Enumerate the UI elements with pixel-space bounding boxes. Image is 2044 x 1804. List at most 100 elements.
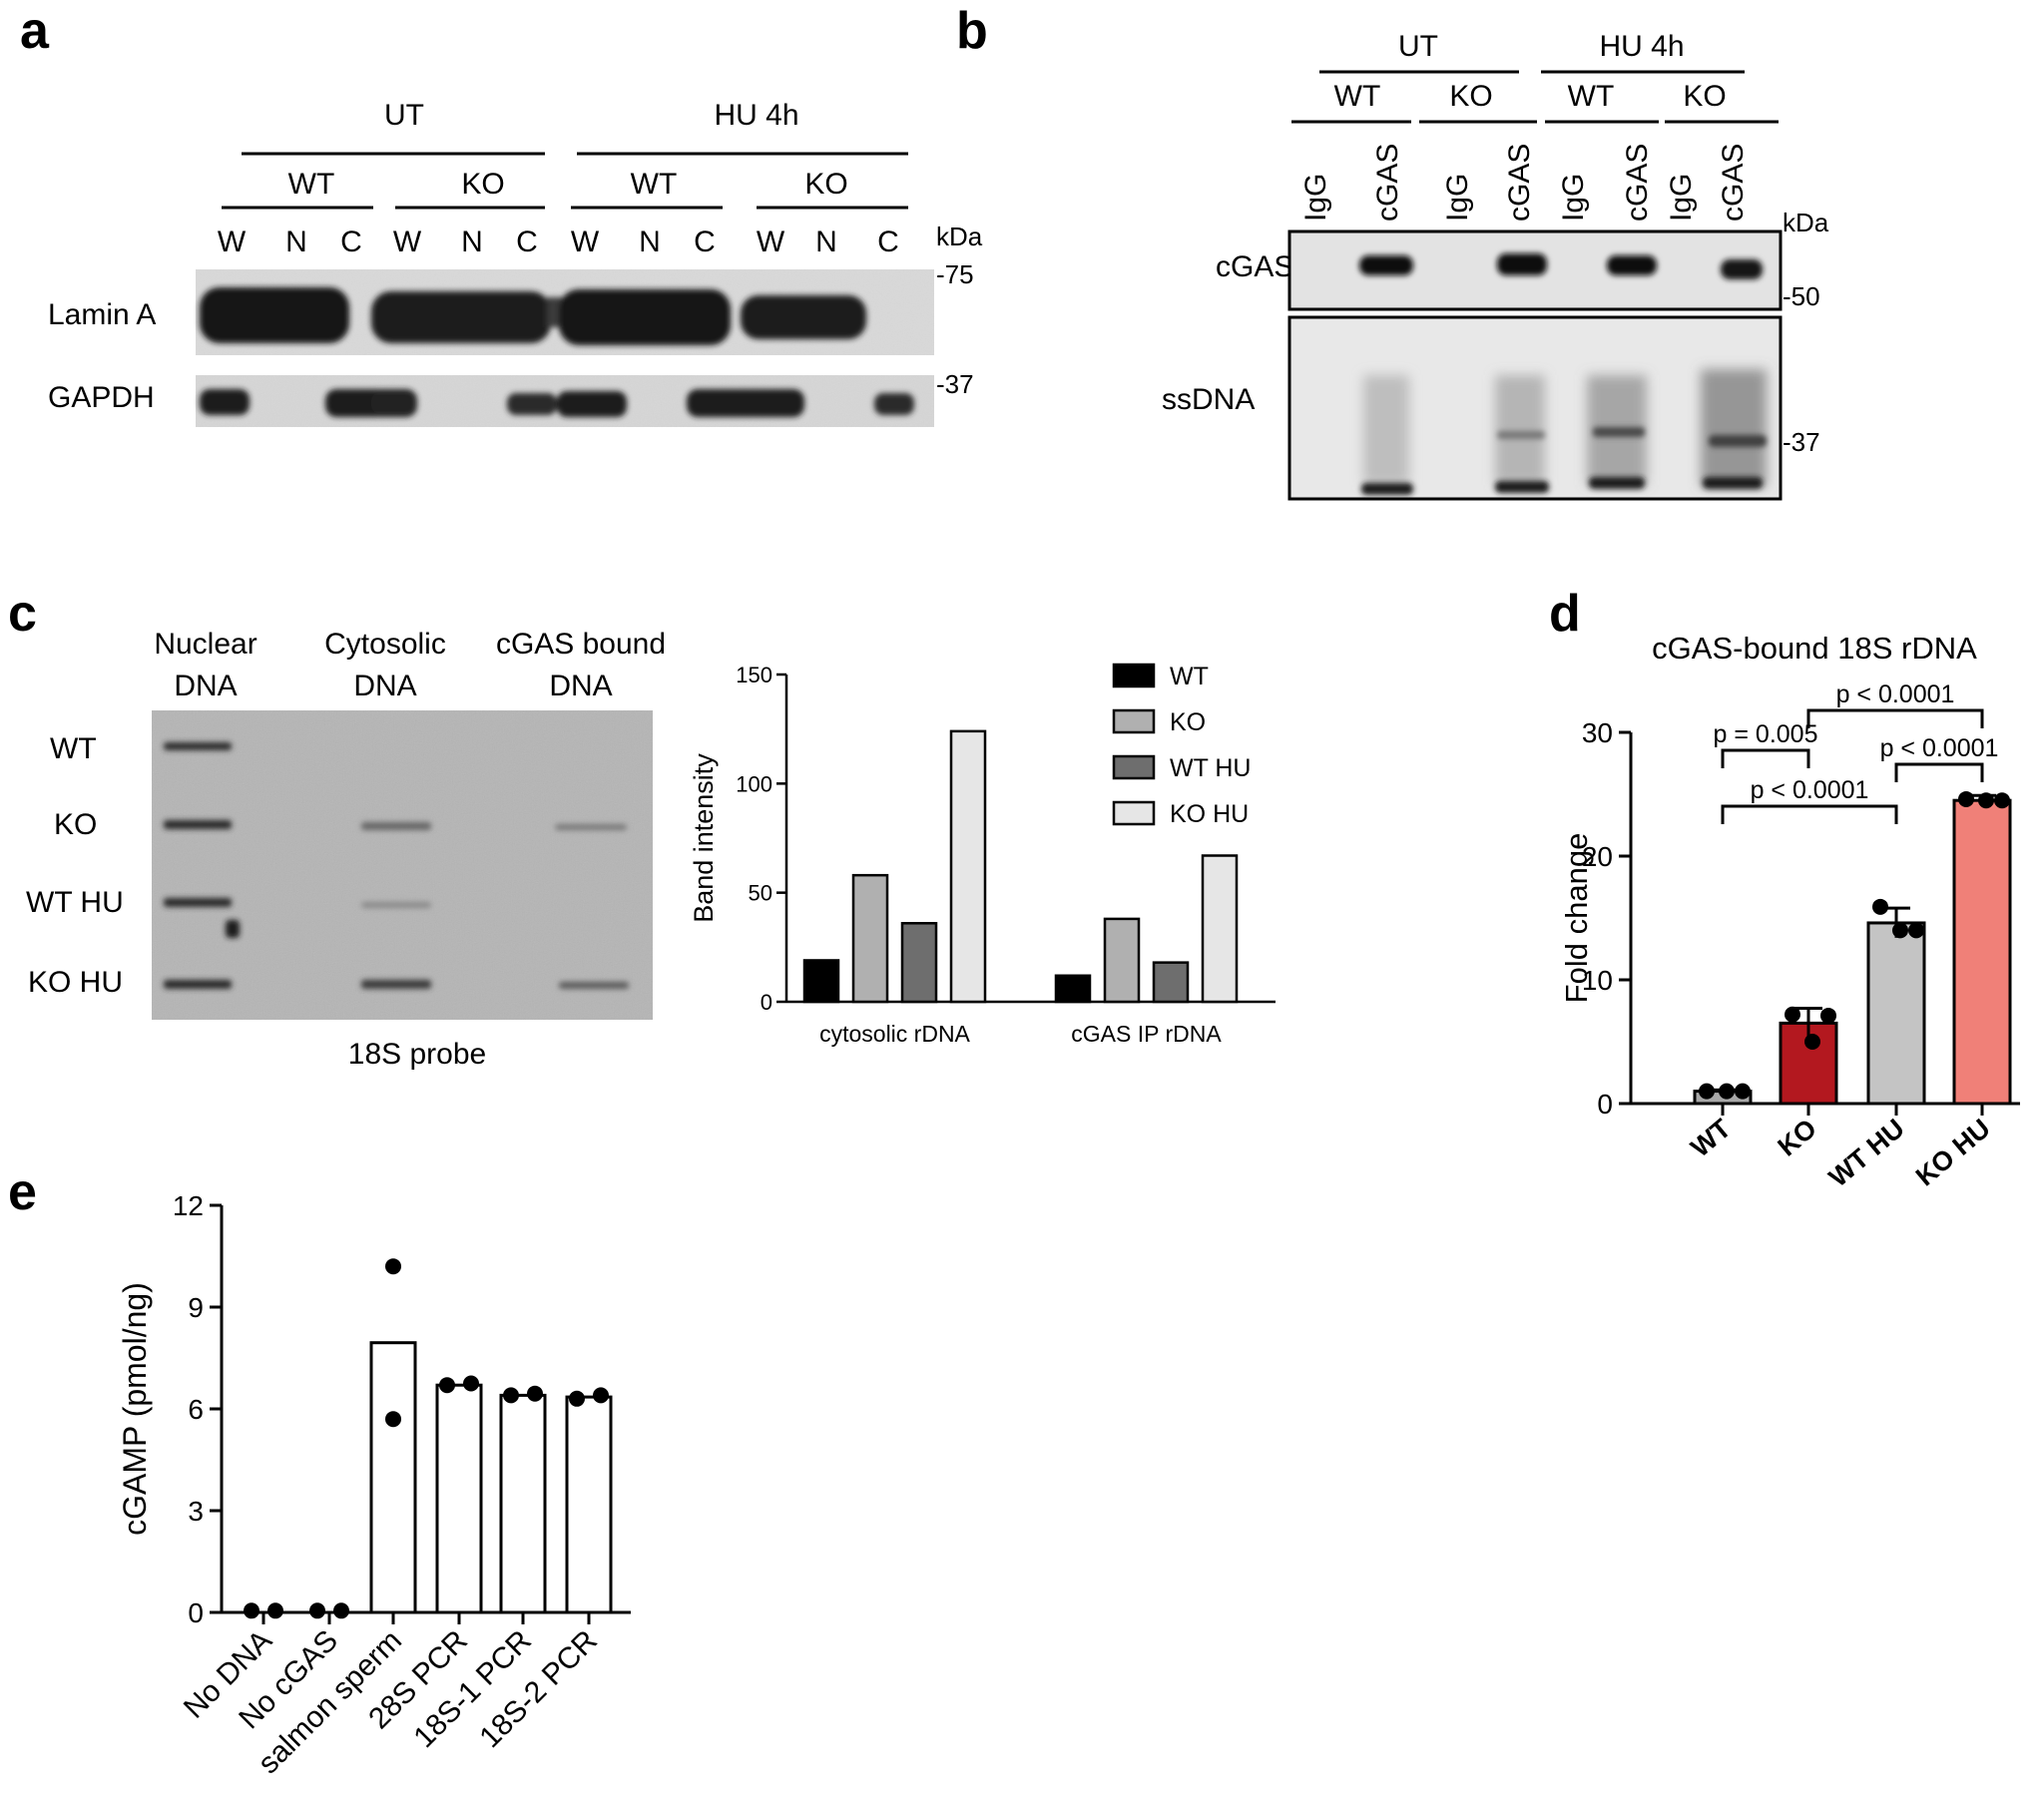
chart-d-point (1892, 922, 1908, 939)
panel-a-fraction-label: N (285, 226, 307, 258)
chart-d-point (1699, 1083, 1715, 1100)
panel-b-condition-hu: HU 4h (1599, 30, 1684, 63)
panel-b-ip-lane-label: cGAS (1717, 144, 1750, 222)
chart-c-category-label: cGAS IP rDNA (1071, 1021, 1222, 1047)
chart-e-point (503, 1387, 519, 1404)
panel-a-marker-75: -75 (936, 259, 974, 289)
panel-b-ip-lane-labels: IgG cGAS IgG cGAS IgG cGAS IgG cGAS (1299, 144, 1750, 222)
panel-b-ssdna-bands (1361, 427, 1767, 495)
chart-e-point (333, 1602, 349, 1619)
panel-c-col-cgas-l1: cGAS bound (496, 628, 666, 661)
panel-a-fraction-label: W (393, 226, 422, 258)
panel-d-bar-chart: cGAS-bound 18S rDNA 0 10 20 30 Fold change WT K… (1559, 631, 2020, 1192)
panel-b-ip-lane-label: cGAS (1621, 144, 1654, 222)
panel-c-row-wt: WT (50, 732, 97, 765)
chart-d-point (1785, 1006, 1800, 1023)
chart-e-y-tick-label: 9 (188, 1292, 204, 1323)
panel-c-bar-chart: 0 50 100 150 Band intensity cytosolic rDNA cGA… (689, 663, 1276, 1047)
chart-c-y-tick-label: 100 (736, 771, 772, 796)
panel-c-col-nuclear-l1: Nuclear (154, 628, 256, 661)
panel-b-marker-50: -50 (1783, 281, 1820, 311)
chart-e-y-tick-label: 3 (188, 1496, 204, 1527)
chart-c-bar (1152, 961, 1190, 1004)
chart-c-legend-label: WT (1170, 663, 1209, 690)
panel-a-row-label-gapdh: GAPDH (48, 381, 155, 414)
chart-d-significance-bracket (1721, 748, 1810, 768)
chart-d-significance-bracket (1721, 804, 1898, 824)
chart-d-category-label: WT (1685, 1113, 1737, 1162)
chart-d-y-tick-label: 0 (1597, 1089, 1613, 1120)
chart-d-y-tick-label: 10 (1582, 965, 1613, 996)
chart-e-point (593, 1387, 609, 1404)
panel-d: d cGAS-bound 18S rDNA 0 10 20 30 Fold change W… (1549, 585, 2020, 1192)
chart-d-point (1872, 898, 1888, 915)
chart-d-bar (1866, 921, 1926, 1106)
panel-b-ip-lane-label: cGAS (1371, 144, 1404, 222)
chart-c-bar (1103, 917, 1141, 1004)
panel-a-marker-37: -37 (936, 369, 974, 399)
chart-d-p-value: p < 0.0001 (1751, 776, 1869, 804)
panel-a-fraction-label: W (757, 226, 785, 258)
panel-b-genotype: KO (1683, 80, 1726, 113)
chart-d-y-tick-label: 30 (1582, 717, 1613, 748)
panel-c-col-nuclear-l2: DNA (174, 670, 237, 702)
panel-a-fraction-label: N (639, 226, 661, 258)
panel-a-genotype: WT (288, 168, 335, 201)
panel-b-row-label-cgas: cGAS (1216, 250, 1293, 283)
chart-d-point (1820, 1007, 1836, 1024)
panel-b-genotype: KO (1449, 80, 1492, 113)
panel-b-ip-lane-label: IgG (1557, 174, 1590, 222)
chart-e-point (463, 1375, 479, 1392)
panel-c-col-cgas-l2: DNA (549, 670, 612, 702)
panel-b-ip-lane-label: IgG (1441, 174, 1474, 222)
chart-d-category-label: KO (1773, 1114, 1822, 1162)
panel-b-ip-lane-label: IgG (1299, 174, 1332, 222)
chart-d-point (1804, 1034, 1820, 1050)
chart-c-bar (900, 922, 938, 1004)
chart-c-bar (1201, 854, 1239, 1004)
chart-e-bar (565, 1395, 613, 1614)
panel-b-letter: b (956, 2, 988, 60)
chart-e-bar (499, 1393, 547, 1614)
panel-a-fraction-label: N (461, 226, 483, 258)
panel-b-marker-37: -37 (1783, 427, 1820, 457)
chart-c-bar (802, 959, 840, 1004)
chart-e-bar (435, 1383, 483, 1614)
chart-c-bar (949, 729, 987, 1004)
chart-e-point (309, 1602, 325, 1619)
panel-b-cgas-bands (1359, 253, 1763, 279)
chart-e-point (569, 1390, 585, 1407)
panel-e-letter: e (8, 1163, 37, 1221)
panel-a-fraction-label: C (340, 226, 362, 258)
panel-a-genotype: WT (631, 168, 678, 201)
chart-d-point (1735, 1083, 1751, 1100)
chart-d-point (1978, 792, 1994, 809)
chart-d-p-value: p = 0.005 (1714, 720, 1818, 748)
panel-c-col-cytosolic-l1: Cytosolic (324, 628, 446, 661)
panel-c-row-wthu: WT HU (26, 886, 124, 919)
panel-b-kda-label: kDa (1783, 208, 1829, 237)
panel-a-letter: a (20, 2, 50, 60)
chart-d-title: cGAS-bound 18S rDNA (1652, 631, 1977, 666)
chart-c-category-label: cytosolic rDNA (819, 1021, 970, 1047)
panel-b-row-label-ssdna: ssDNA (1162, 383, 1255, 416)
panel-c-caption: 18S probe (348, 1038, 486, 1071)
panel-a-fraction-label: W (571, 226, 600, 258)
chart-d-bar (1952, 798, 2012, 1106)
panel-c: c Nuclear DNA Cytosolic DNA cGAS bound D… (8, 585, 666, 1071)
chart-e-point (385, 1411, 401, 1428)
chart-d-significance-bracket (1806, 708, 1984, 728)
panel-a-condition-hu: HU 4h (714, 99, 798, 132)
chart-d-point (1958, 790, 1974, 807)
chart-d-p-value: p < 0.0001 (1880, 734, 1999, 762)
chart-d-point (1994, 792, 2010, 809)
chart-c-legend-swatch (1112, 754, 1156, 780)
chart-e-point (267, 1602, 283, 1619)
chart-e-point (439, 1377, 455, 1394)
panel-a-lamin-bands (200, 287, 866, 345)
panel-c-row-kohu: KO HU (28, 966, 123, 999)
panel-a-genotype: KO (804, 168, 847, 201)
